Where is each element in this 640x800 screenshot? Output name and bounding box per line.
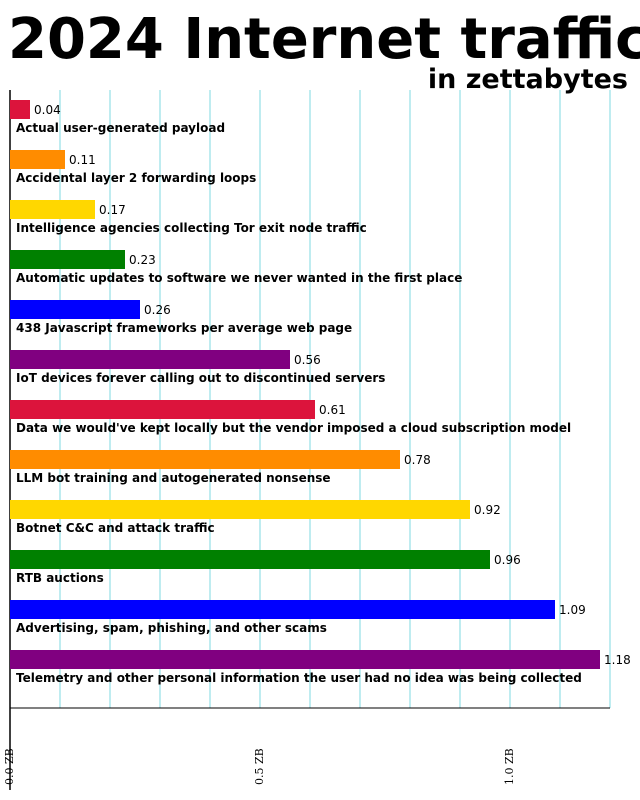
bar-value-label: 0.26 <box>144 303 171 317</box>
category-label: Advertising, spam, phishing, and other s… <box>16 621 327 635</box>
category-label: Accidental layer 2 forwarding loops <box>16 171 256 185</box>
bar-value-label: 0.04 <box>34 103 61 117</box>
category-label: Intelligence agencies collecting Tor exi… <box>16 221 367 235</box>
bar <box>10 150 65 169</box>
bar-value-label: 0.11 <box>69 153 96 167</box>
bar <box>10 550 490 569</box>
bar-value-label: 1.18 <box>604 653 631 667</box>
bar-value-label: 1.09 <box>559 603 586 617</box>
bar <box>10 200 95 219</box>
x-tick-label: 0.0 ZB <box>3 748 16 785</box>
bar <box>10 650 600 669</box>
bar <box>10 250 125 269</box>
bar <box>10 600 555 619</box>
category-label: IoT devices forever calling out to disco… <box>16 371 385 385</box>
category-label: Telemetry and other personal information… <box>16 671 582 685</box>
category-label: 438 Javascript frameworks per average we… <box>16 321 352 335</box>
bar-value-label: 0.92 <box>474 503 501 517</box>
bar-value-label: 0.78 <box>404 453 431 467</box>
bar-value-label: 0.56 <box>294 353 321 367</box>
bar-value-label: 0.23 <box>129 253 156 267</box>
x-tick-label: 1.0 ZB <box>503 748 516 785</box>
bar-value-label: 0.96 <box>494 553 521 567</box>
x-tick-label: 0.5 ZB <box>253 748 266 785</box>
category-label: Data we would've kept locally but the ve… <box>16 421 571 435</box>
category-label: LLM bot training and autogenerated nonse… <box>16 471 331 485</box>
bar <box>10 400 315 419</box>
bar <box>10 350 290 369</box>
bar-value-label: 0.17 <box>99 203 126 217</box>
chart-title: 2024 Internet traffic <box>8 7 640 72</box>
chart-subtitle: in zettabytes <box>427 64 628 95</box>
category-label: Botnet C&C and attack traffic <box>16 521 215 535</box>
bar-value-label: 0.61 <box>319 403 346 417</box>
bar <box>10 450 400 469</box>
bar <box>10 500 470 519</box>
bar <box>10 100 30 119</box>
category-label: Automatic updates to software we never w… <box>16 271 462 285</box>
category-label: RTB auctions <box>16 571 104 585</box>
bar <box>10 300 140 319</box>
category-label: Actual user-generated payload <box>16 121 225 135</box>
